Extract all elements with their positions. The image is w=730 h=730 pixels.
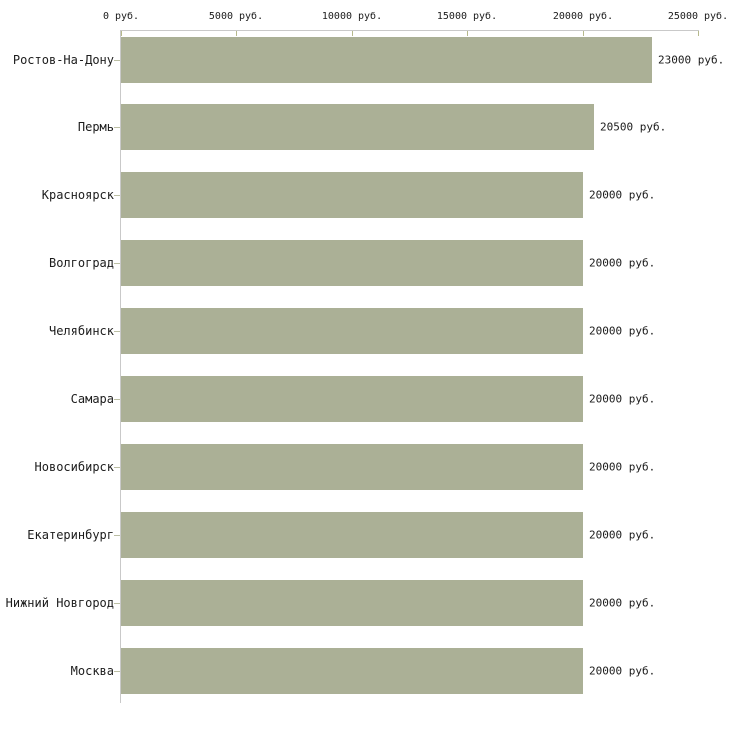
bar-2 [121,104,594,150]
category-label: Пермь [77,120,114,135]
category-label: Волгоград [48,256,114,271]
y-axis-tick [114,671,120,672]
category-label: Новосибирск [34,459,114,474]
x-axis-tick [236,31,237,36]
x-axis-tick [352,31,353,36]
y-axis-tick [114,535,120,536]
bar-10 [121,648,583,694]
y-axis-tick [114,263,120,264]
x-axis-tick-label: 25000 руб. [667,11,729,22]
y-axis-tick [114,603,120,604]
bar-7 [121,444,583,490]
value-label: 20000 руб. [589,460,656,474]
x-axis-tick [467,31,468,36]
y-axis-tick [114,60,120,61]
bar-1 [121,37,652,83]
x-axis-tick-label: 10000 руб. [321,11,383,22]
y-axis-tick [114,467,120,468]
x-axis-tick [698,31,699,36]
value-label: 20000 руб. [589,596,656,610]
category-label: Москва [70,663,114,678]
x-axis-tick-label: 15000 руб. [436,11,498,22]
x-axis-tick-label: 5000 руб. [208,11,264,22]
bar-8 [121,512,583,558]
category-label: Самара [70,392,114,406]
x-axis-tick-label: 20000 руб. [552,11,614,22]
value-label: 20000 руб. [589,324,656,338]
value-label: 20500 руб. [600,120,667,134]
bar-9 [121,580,583,626]
x-axis-tick [121,31,122,36]
bar-6 [121,376,583,422]
bar-3 [121,172,583,218]
value-label: 23000 руб. [658,53,725,66]
x-axis-tick [583,31,584,36]
y-axis-tick [114,399,120,400]
y-axis-tick [114,331,120,332]
category-label: Красноярск [41,188,114,203]
y-axis-tick [114,127,120,128]
value-label: 20000 руб. [589,664,656,678]
category-label: Нижний Новгород [5,595,114,610]
value-label: 20000 руб. [589,256,656,270]
bar-4 [121,240,583,286]
category-label: Челябинск [48,324,114,339]
category-label: Екатеринбург [27,527,114,542]
x-axis-line [121,30,699,31]
bar-5 [121,308,583,354]
y-axis-tick [114,195,120,196]
value-label: 20000 руб. [589,392,656,406]
value-label: 20000 руб. [589,528,656,542]
value-label: 20000 руб. [589,188,656,202]
x-axis-tick-label: 0 руб. [102,11,140,22]
y-axis-line [120,30,121,703]
category-label: Ростов-На-Дону [12,52,114,67]
